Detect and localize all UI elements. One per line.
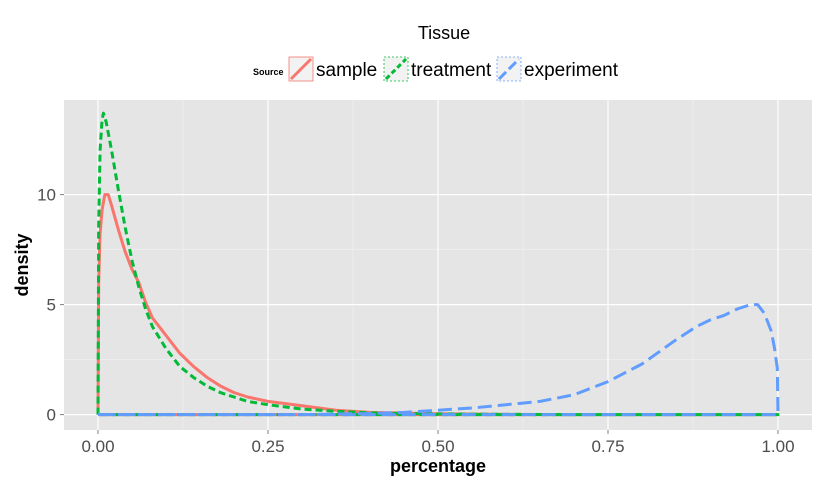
y-tick-label: 10	[37, 186, 56, 205]
y-axis-title: density	[12, 233, 32, 296]
y-tick-label: 5	[47, 296, 56, 315]
x-tick-label: 0.50	[421, 437, 454, 456]
legend: Source sample treatment experiment	[253, 56, 619, 82]
legend-key-line-experiment	[497, 57, 521, 81]
x-tick-label: 0.75	[591, 437, 624, 456]
x-tick-label: 0.00	[81, 437, 114, 456]
legend-label-experiment: experiment	[524, 60, 619, 81]
x-tick-label: 1.00	[761, 437, 794, 456]
x-tick-label: 0.25	[251, 437, 284, 456]
series-layer	[96, 111, 780, 417]
legend-label-treatment: treatment	[411, 60, 492, 81]
y-tick-label: 0	[47, 406, 56, 425]
legend-key-line-sample	[289, 57, 313, 81]
series-line-experiment	[98, 303, 780, 417]
x-axis-title: percentage	[390, 456, 486, 476]
axes: 0.00 0.25 0.50 0.75 1.00 0 5 10	[37, 186, 794, 456]
legend-key-line-treatment	[384, 57, 408, 81]
legend-label-sample: sample	[316, 60, 377, 81]
chart-title: Tissue	[418, 23, 470, 43]
legend-title: Source	[253, 67, 284, 77]
